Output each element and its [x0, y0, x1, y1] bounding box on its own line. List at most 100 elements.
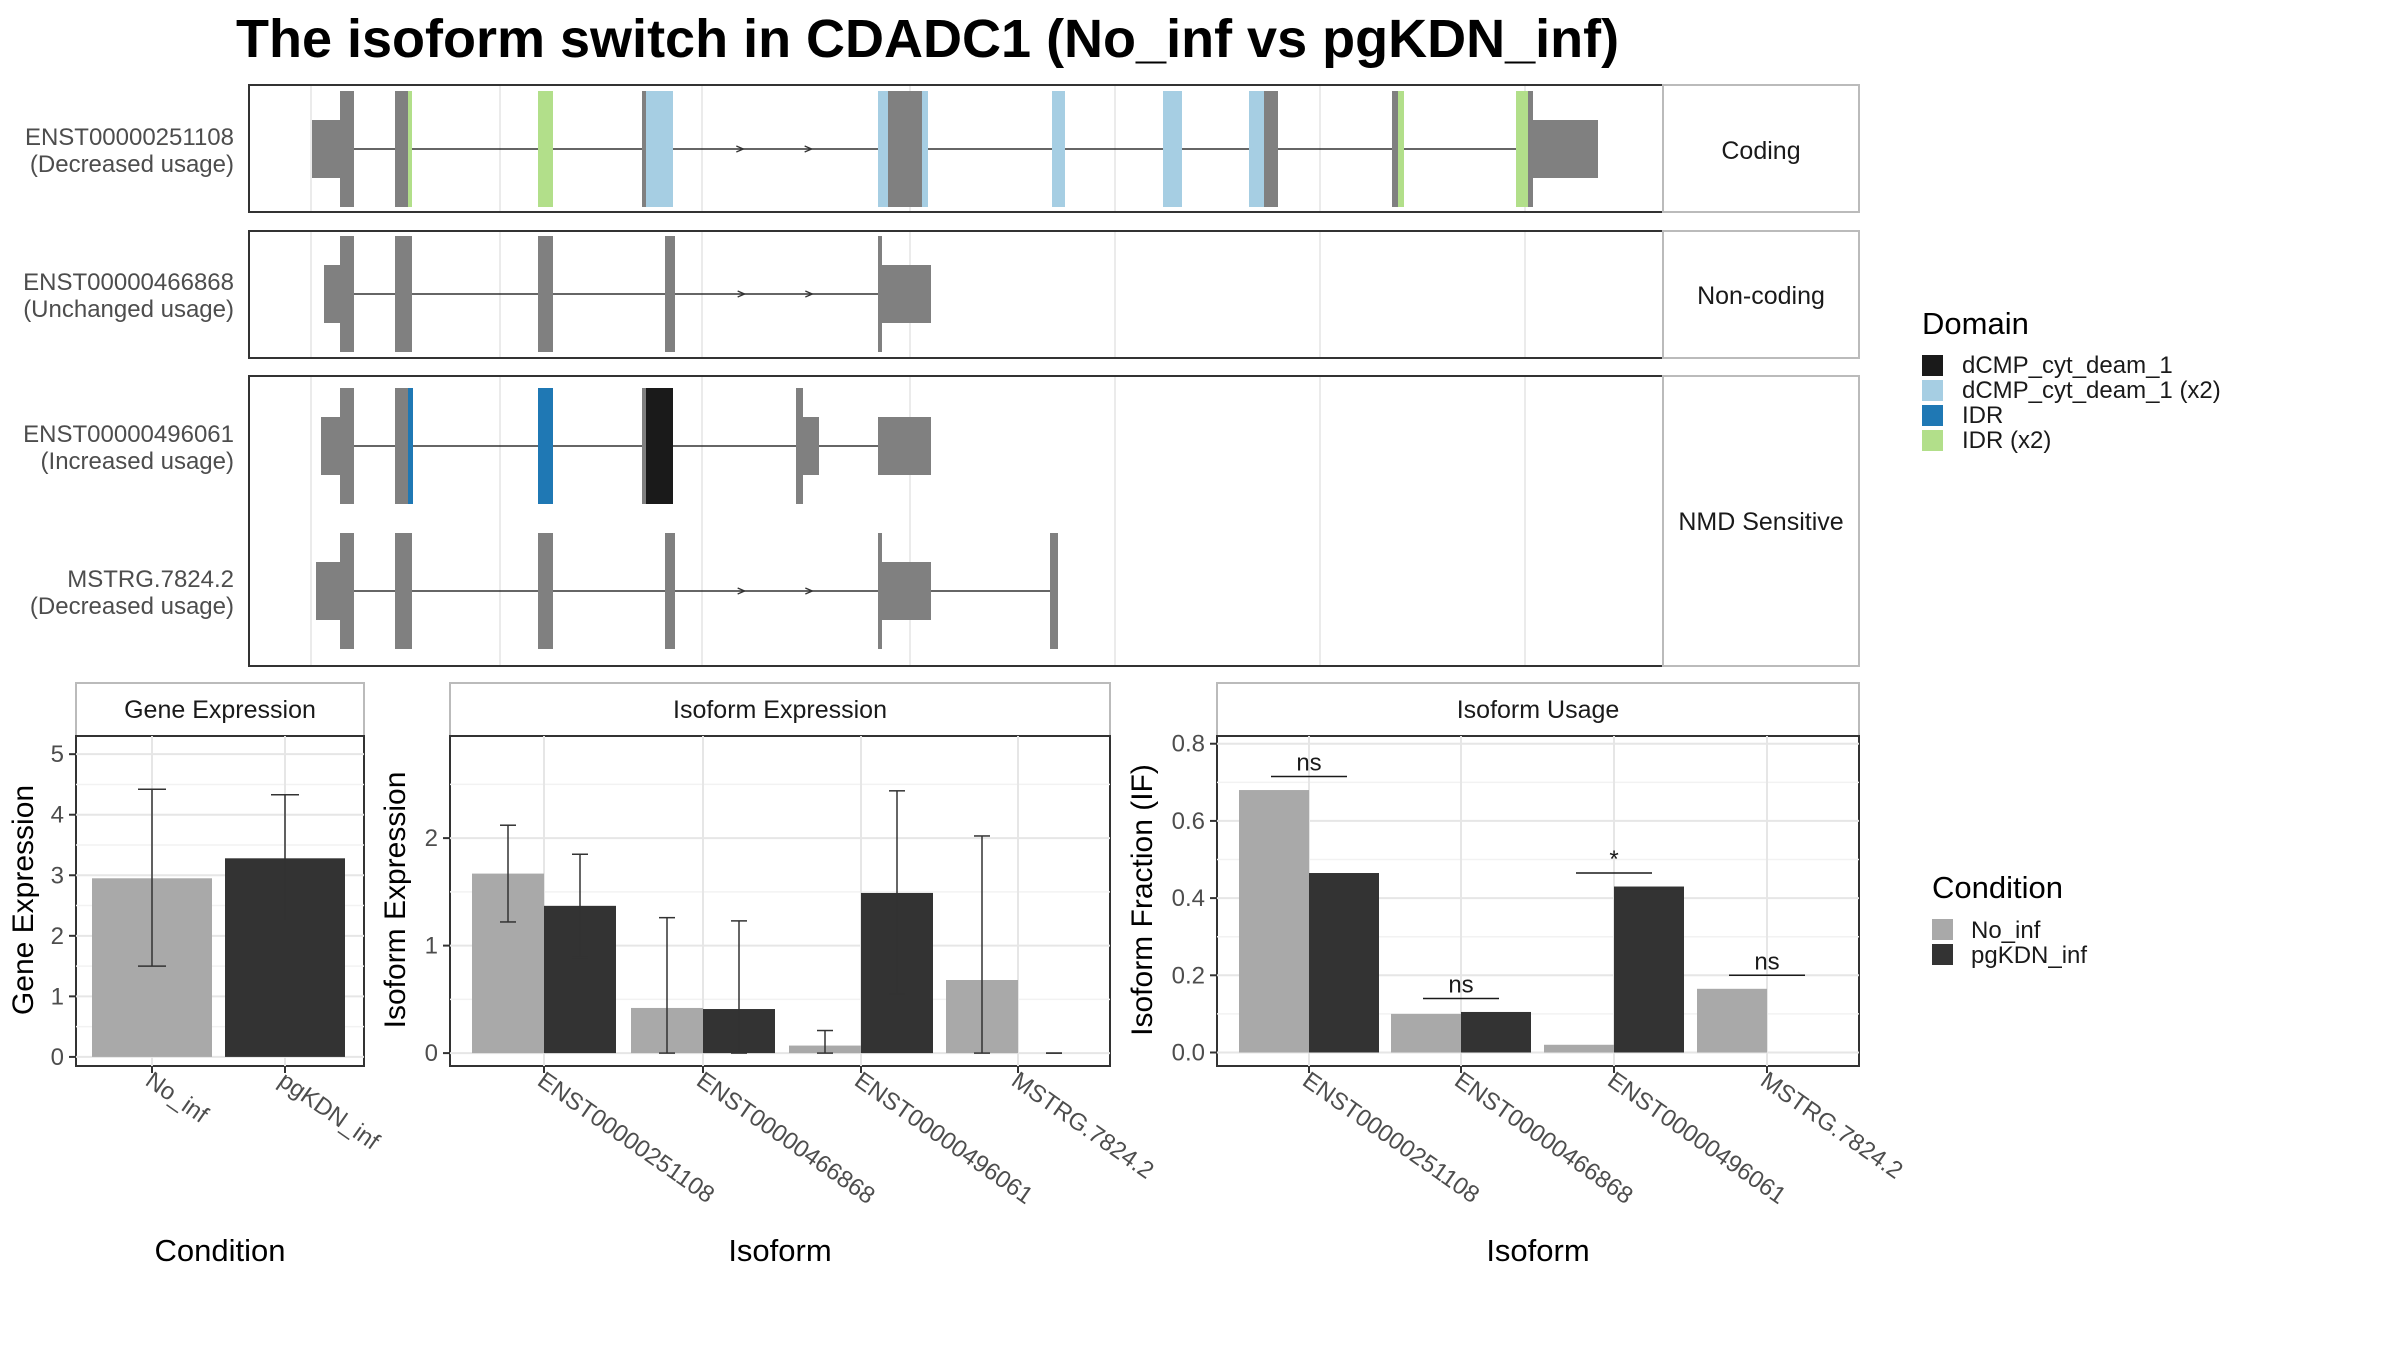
- coding-exon: [340, 388, 354, 504]
- isoform-expression-y-label: Isoform Expression: [379, 772, 412, 1029]
- utr-exon: [321, 417, 342, 475]
- y-tick-label: 0.6: [1172, 808, 1205, 835]
- bar: [1461, 1011, 1531, 1053]
- legend-label-idr: IDR: [1962, 402, 2003, 429]
- isoform-expression-x-label: Isoform: [728, 1233, 831, 1268]
- utr-exon: [316, 562, 342, 620]
- x-tick-label: No_inf: [141, 1067, 214, 1129]
- domain-exon: [922, 91, 928, 207]
- isoform-expression-strip: [449, 682, 1111, 737]
- isoform-usage-strip: [1216, 682, 1860, 737]
- facet-label-nmd: NMD Sensitive: [1678, 508, 1843, 536]
- significance-label: ns: [1754, 948, 1779, 975]
- bar: [1544, 1044, 1614, 1053]
- x-tick-label: MSTRG.7824.2: [1007, 1067, 1159, 1185]
- bar: [1697, 988, 1767, 1053]
- domain-exon: [1516, 91, 1528, 207]
- coding-exon: [888, 91, 922, 207]
- coding-exon: [665, 533, 675, 649]
- coding-exon: [1392, 91, 1398, 207]
- coding-exon: [340, 91, 354, 207]
- isoform-expression-title: Isoform Expression: [673, 696, 887, 724]
- y-tick-label: 4: [51, 802, 64, 829]
- y-tick-label: 0.2: [1172, 962, 1205, 989]
- coding-exon: [1050, 533, 1058, 649]
- coding-exon: [395, 533, 412, 649]
- panel-nmd: [248, 375, 1664, 667]
- coding-exon: [1528, 91, 1533, 207]
- condition-legend-title: Condition: [1932, 870, 2063, 905]
- gene-expression-title: Gene Expression: [124, 696, 316, 724]
- domain-exon: [538, 91, 553, 207]
- y-tick-label: 1: [51, 983, 64, 1010]
- isoform-usage-panel: Isoform Usage 0.00.20.40.60.8ENST0000025…: [1126, 682, 1908, 1268]
- significance-label: ns: [1448, 971, 1473, 998]
- isoform-label-id: ENST00000251108: [25, 124, 234, 151]
- x-tick-label: MSTRG.7824.2: [1756, 1067, 1908, 1185]
- domain-exon: [646, 91, 673, 207]
- isoform-label-usage: (Decreased usage): [30, 593, 234, 620]
- intron-arrow: [804, 145, 814, 153]
- coding-exon: [395, 388, 408, 504]
- utr-exon: [1533, 120, 1598, 178]
- coding-exon: [878, 236, 882, 352]
- utr-exon: [878, 417, 931, 475]
- domain-exon: [408, 91, 412, 207]
- significance-label: *: [1609, 846, 1618, 873]
- gene-expression-strip: [75, 682, 365, 737]
- y-tick-label: 0: [51, 1044, 64, 1071]
- domain-exon: [538, 388, 553, 504]
- y-tick-label: 0.4: [1172, 885, 1205, 912]
- y-tick-label: 2: [425, 825, 438, 852]
- chart-title: The isoform switch in CDADC1 (No_inf vs …: [236, 9, 1620, 69]
- strip-noncoding: [1662, 230, 1860, 359]
- isoform-label-id: ENST00000496061: [23, 421, 234, 448]
- bar: [1614, 886, 1684, 1053]
- legend-label-pgkdn-inf: pgKDN_inf: [1971, 942, 2087, 969]
- coding-exon: [395, 91, 408, 207]
- intron-lines: [312, 145, 1598, 595]
- isoform-label-id: ENST00000466868: [23, 269, 234, 296]
- isoform-label-usage: (Decreased usage): [30, 151, 234, 178]
- transcript-structure-panel: Coding Non-coding NMD Sensitive ENST0000…: [23, 84, 1860, 667]
- domain-exon: [878, 91, 888, 207]
- legend-key-dcmp-x2: [1922, 380, 1943, 401]
- coding-exon: [538, 533, 553, 649]
- bar: [1239, 790, 1309, 1053]
- utr-exon: [882, 265, 931, 323]
- y-tick-label: 1: [425, 933, 438, 960]
- domain-legend-title: Domain: [1922, 306, 2029, 341]
- gene-expression-panel: Gene Expression 0 1 2 3 4 5 No_inf pgKDN_inf Ge…: [7, 682, 384, 1268]
- intron-arrow: [805, 290, 814, 298]
- y-tick-label: 0.8: [1172, 731, 1205, 758]
- isoform-label-usage: (Unchanged usage): [23, 296, 234, 323]
- gene-expression-y-label: Gene Expression: [7, 785, 40, 1015]
- domain-exon: [408, 388, 413, 504]
- isoform-label-id: MSTRG.7824.2: [67, 566, 234, 593]
- facet-label-coding: Coding: [1721, 137, 1800, 165]
- legend-label-dcmp-x2: dCMP_cyt_deam_1 (x2): [1962, 377, 2221, 404]
- isoform-usage-title: Isoform Usage: [1457, 696, 1620, 724]
- domain-exon: [1398, 91, 1404, 207]
- strip-coding: [1662, 84, 1860, 213]
- domain-exon: [646, 388, 673, 504]
- gene-expression-x-label: Condition: [155, 1233, 286, 1268]
- coding-exon: [340, 236, 354, 352]
- y-tick-label: 5: [51, 741, 64, 768]
- isoform-usage-x-label: Isoform: [1486, 1233, 1589, 1268]
- bar: [1309, 873, 1379, 1053]
- legend-key-no-inf: [1932, 919, 1953, 940]
- facet-label-noncoding: Non-coding: [1697, 282, 1825, 310]
- isoform-usage-y-label: Isoform Fraction (IF): [1126, 764, 1159, 1036]
- utr-exon: [803, 417, 819, 475]
- legend-label-idr-x2: IDR (x2): [1962, 427, 2051, 454]
- domain-legend: Domain dCMP_cyt_deam_1 dCMP_cyt_deam_1 (…: [1922, 306, 2221, 454]
- legend-key-dcmp: [1922, 355, 1943, 376]
- bar: [1391, 1013, 1461, 1053]
- y-tick-label: 0.0: [1172, 1039, 1205, 1066]
- intron-arrow: [805, 587, 814, 595]
- utr-exon: [324, 265, 342, 323]
- domain-exon: [1052, 91, 1065, 207]
- legend-label-dcmp: dCMP_cyt_deam_1: [1962, 352, 2173, 379]
